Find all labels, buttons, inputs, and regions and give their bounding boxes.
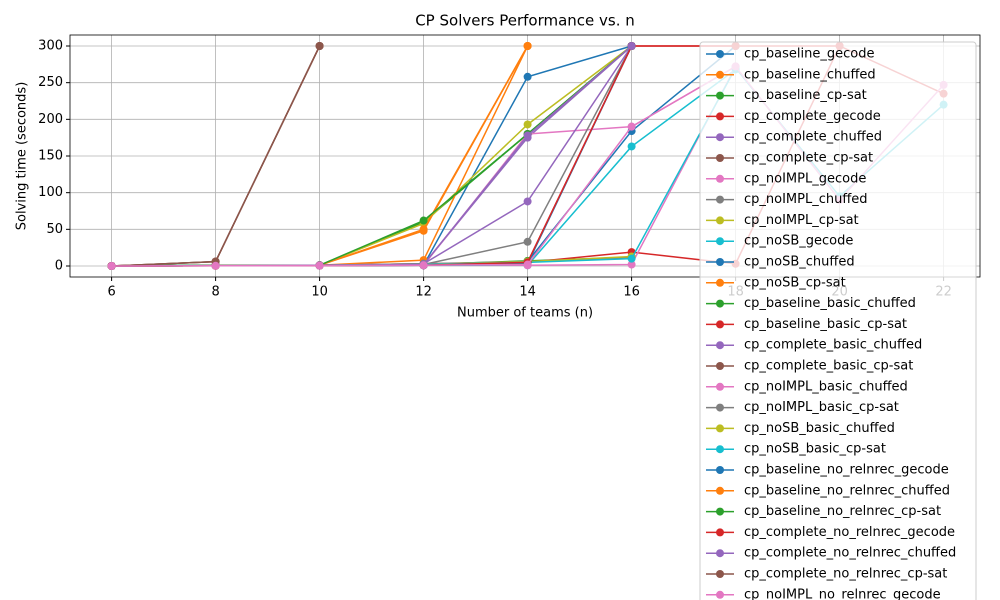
- data-point: [419, 261, 428, 270]
- legend-label: cp_noSB_basic_cp-sat: [744, 442, 886, 457]
- legend-label: cp_baseline_cp-sat: [744, 88, 867, 103]
- data-point: [523, 237, 532, 246]
- legend-marker: [716, 237, 724, 246]
- data-point: [107, 262, 116, 270]
- legend-marker: [716, 549, 724, 558]
- legend-marker: [716, 195, 724, 204]
- x-tick-label: 14: [519, 285, 536, 300]
- legend-label: cp_complete_cp-sat: [744, 151, 873, 166]
- data-point: [315, 261, 324, 270]
- legend-label: cp_noIMPL_gecode: [744, 171, 866, 186]
- legend-marker: [716, 174, 724, 183]
- data-point: [523, 120, 532, 129]
- legend-label: cp_baseline_no_relnrec_chuffed: [744, 483, 950, 498]
- legend-label: cp_complete_gecode: [744, 109, 881, 124]
- data-point: [523, 260, 532, 269]
- legend-marker: [716, 507, 724, 516]
- legend-marker: [716, 154, 724, 162]
- legend-marker: [716, 50, 724, 58]
- data-point: [419, 216, 428, 225]
- legend-marker: [716, 133, 724, 142]
- y-tick-label: 150: [38, 149, 63, 164]
- legend-label: cp_baseline_basic_cp-sat: [744, 317, 907, 332]
- legend-box: [699, 41, 977, 600]
- legend-marker: [716, 403, 724, 412]
- legend-marker: [716, 445, 724, 454]
- legend-label: cp_noIMPL_cp-sat: [744, 213, 859, 228]
- data-point: [523, 131, 532, 140]
- legend-label: cp_noIMPL_chuffed: [744, 192, 868, 207]
- legend-marker: [716, 362, 724, 370]
- legend-marker: [716, 299, 724, 308]
- legend-label: cp_noIMPL_no_relnrec_gecode: [744, 587, 941, 600]
- legend-marker: [716, 112, 724, 121]
- data-point: [523, 72, 532, 81]
- legend-marker: [716, 466, 724, 474]
- legend-label: cp_baseline_no_relnrec_cp-sat: [744, 504, 941, 519]
- chart-title: CP Solvers Performance vs. n: [415, 12, 635, 30]
- data-point: [627, 142, 636, 151]
- legend-marker: [716, 590, 724, 599]
- legend-marker: [716, 320, 724, 329]
- data-point: [211, 261, 220, 270]
- legend-marker: [716, 570, 724, 578]
- data-point: [627, 260, 636, 269]
- legend-marker: [716, 216, 724, 225]
- data-point: [419, 225, 428, 234]
- legend-label: cp_complete_basic_cp-sat: [744, 359, 913, 374]
- legend-label: cp_complete_chuffed: [744, 130, 882, 145]
- legend-label: cp_noSB_gecode: [744, 234, 853, 249]
- legend-marker: [716, 70, 724, 79]
- x-tick-label: 12: [415, 285, 432, 300]
- data-point: [627, 122, 636, 131]
- y-tick-label: 200: [38, 112, 63, 127]
- legend-marker: [716, 528, 724, 537]
- y-tick-label: 300: [38, 39, 63, 54]
- data-point: [315, 42, 324, 50]
- legend-label: cp_noSB_chuffed: [744, 255, 855, 270]
- legend-marker: [716, 382, 724, 391]
- data-point: [523, 197, 532, 206]
- y-tick-label: 250: [38, 75, 63, 90]
- legend-label: cp_baseline_basic_chuffed: [744, 296, 916, 311]
- legend-label: cp_complete_no_relnrec_gecode: [744, 525, 955, 540]
- y-tick-label: 50: [46, 222, 63, 237]
- data-point: [627, 254, 636, 263]
- y-tick-label: 100: [38, 185, 63, 200]
- legend-label: cp_complete_basic_chuffed: [744, 338, 922, 353]
- data-point: [523, 42, 532, 50]
- legend-label: cp_complete_no_relnrec_chuffed: [744, 546, 956, 561]
- y-axis-label: Solving time (seconds): [15, 82, 30, 231]
- legend-label: cp_noSB_cp-sat: [744, 275, 846, 290]
- legend-label: cp_noIMPL_basic_cp-sat: [744, 400, 899, 415]
- legend-marker: [716, 278, 724, 287]
- x-tick-label: 16: [623, 285, 640, 300]
- x-tick-label: 8: [211, 285, 219, 300]
- x-tick-label: 6: [107, 285, 115, 300]
- legend-label: cp_baseline_chuffed: [744, 67, 876, 82]
- x-axis-label: Number of teams (n): [457, 306, 593, 321]
- legend-marker: [716, 424, 724, 433]
- legend-marker: [716, 258, 724, 266]
- x-tick-label: 10: [311, 285, 328, 300]
- legend-marker: [716, 91, 724, 100]
- axes-frame: [69, 34, 981, 278]
- legend-label: cp_noIMPL_basic_chuffed: [744, 379, 908, 394]
- data-point: [627, 42, 636, 50]
- y-tick-label: 0: [55, 259, 63, 274]
- legend-label: cp_noSB_basic_chuffed: [744, 421, 895, 436]
- legend-marker: [716, 341, 724, 350]
- legend-label: cp_complete_no_relnrec_cp-sat: [744, 567, 947, 582]
- legend-label: cp_baseline_gecode: [744, 47, 874, 62]
- legend-marker: [716, 486, 724, 495]
- legend-label: cp_baseline_no_relnrec_gecode: [744, 463, 949, 478]
